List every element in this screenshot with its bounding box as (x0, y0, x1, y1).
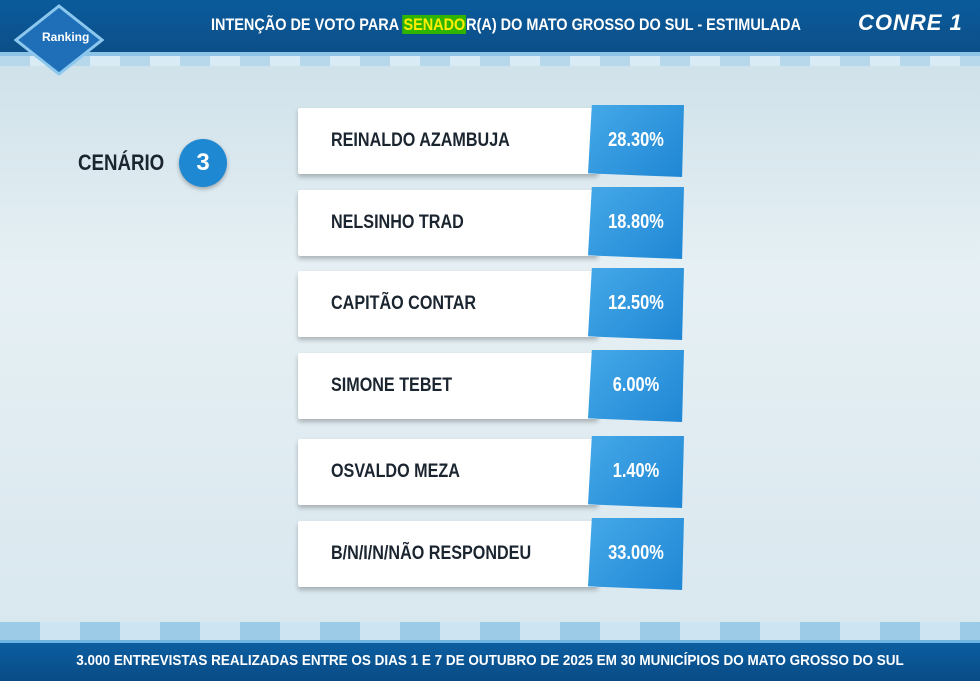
header-bar (0, 0, 980, 56)
result-row: SIMONE TEBET 6.00% (298, 350, 686, 422)
title: INTENÇÃO DE VOTO PARA SENADOR(A) DO MATO… (211, 15, 801, 35)
value-box: 28.30% (588, 105, 684, 177)
value-box: 18.80% (588, 187, 684, 259)
vote-share: 6.00% (612, 374, 660, 396)
decor-stripes (0, 622, 980, 640)
candidate-name: OSVALDO MEZA (331, 461, 460, 482)
candidate-name: REINALDO AZAMBUJA (331, 130, 510, 151)
result-row: OSVALDO MEZA 1.40% (298, 436, 686, 508)
logo-text: Ranking (42, 30, 90, 44)
result-row: B/N/I/N/NÃO RESPONDEU 33.00% (298, 518, 686, 590)
value-box: 33.00% (588, 518, 684, 590)
footer-bar (0, 640, 980, 681)
vote-share: 28.30% (608, 129, 664, 151)
vote-share: 12.50% (608, 292, 664, 314)
scenario-number: 3 (179, 139, 227, 187)
logo-badge (14, 4, 104, 76)
name-box: REINALDO AZAMBUJA (298, 108, 598, 174)
value-box: 12.50% (588, 268, 684, 340)
brand: CONRE 1 (858, 10, 963, 35)
candidate-name: SIMONE TEBET (331, 375, 453, 396)
name-box: NELSINHO TRAD (298, 190, 598, 256)
candidate-name: CAPITÃO CONTAR (331, 293, 477, 314)
title-part: INTENÇÃO DE VOTO PARA (211, 15, 403, 34)
result-row: CAPITÃO CONTAR 12.50% (298, 268, 686, 340)
name-box: B/N/I/N/NÃO RESPONDEU (298, 521, 598, 587)
result-row: REINALDO AZAMBUJA 28.30% (298, 105, 686, 177)
value-box: 1.40% (588, 436, 684, 508)
title-highlight: SENADO (402, 15, 467, 34)
scenario-label: CENÁRIO (78, 150, 165, 175)
vote-share: 18.80% (608, 211, 664, 233)
decor-stripes (0, 56, 980, 66)
name-box: CAPITÃO CONTAR (298, 271, 598, 337)
title-part: R(A) DO MATO GROSSO DO SUL - ESTIMULADA (466, 15, 801, 34)
vote-share: 1.40% (612, 460, 660, 482)
candidate-name: NELSINHO TRAD (331, 212, 464, 233)
vote-share: 33.00% (608, 542, 664, 564)
name-box: OSVALDO MEZA (298, 439, 598, 505)
footer-text: 3.000 ENTREVISTAS REALIZADAS ENTRE OS DI… (76, 652, 904, 669)
result-row: NELSINHO TRAD 18.80% (298, 187, 686, 259)
value-box: 6.00% (588, 350, 684, 422)
candidate-name: B/N/I/N/NÃO RESPONDEU (331, 543, 532, 564)
name-box: SIMONE TEBET (298, 353, 598, 419)
